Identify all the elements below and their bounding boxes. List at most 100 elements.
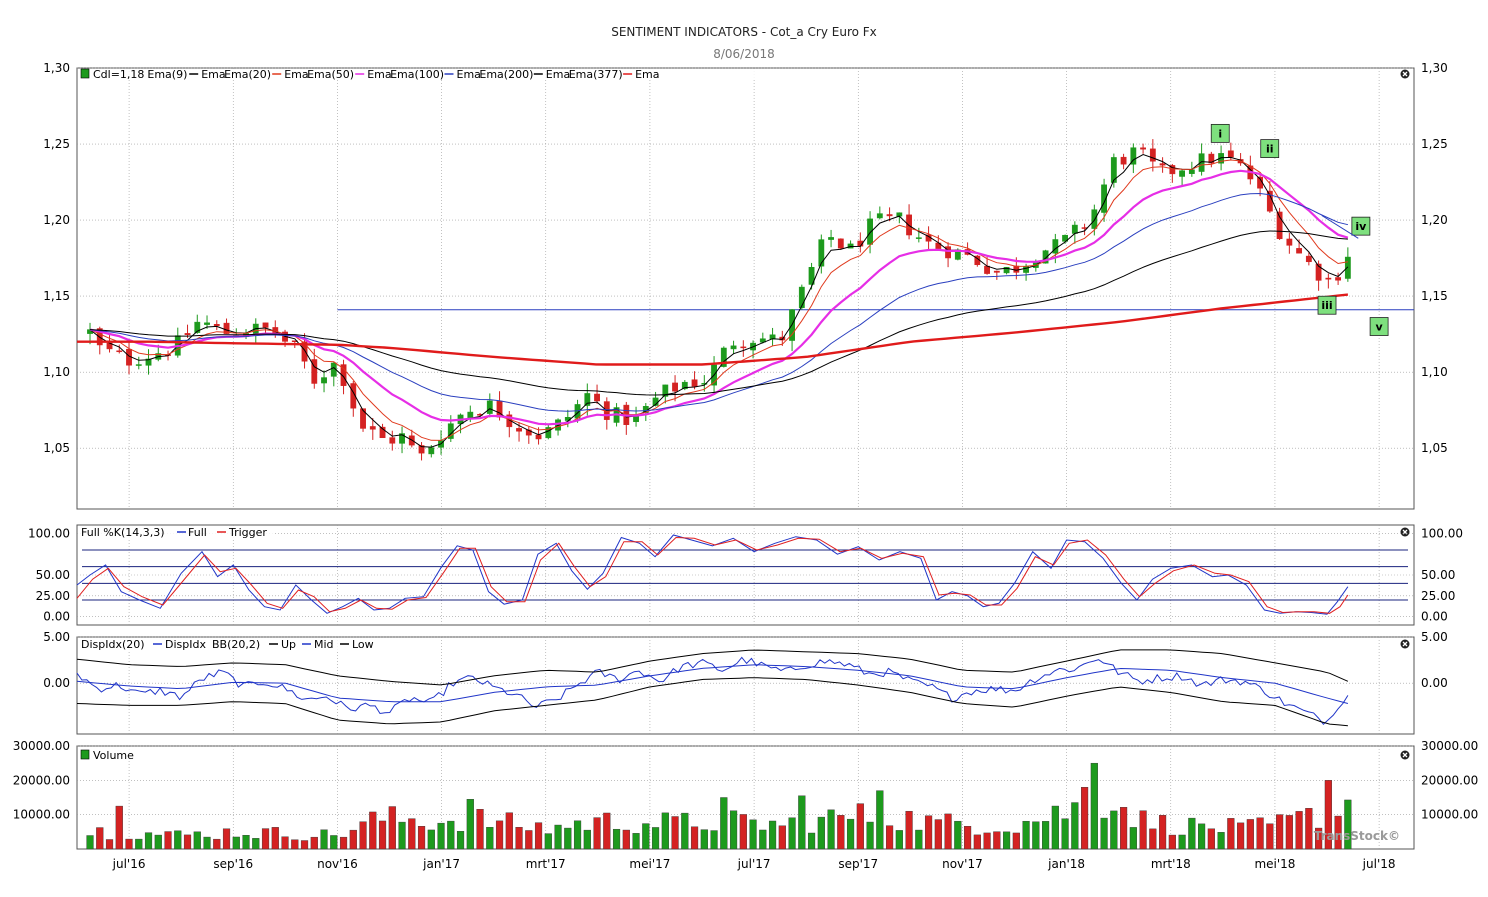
ema9-line xyxy=(89,153,1349,448)
legend-entry: Low xyxy=(352,638,374,651)
volume-bar xyxy=(154,834,162,850)
legend-volume-icon xyxy=(80,749,90,760)
wave-label-text: iv xyxy=(1355,220,1367,233)
volume-bar xyxy=(213,838,221,850)
candle-body xyxy=(516,428,522,432)
candle-body xyxy=(1071,224,1078,234)
price-panel-close-icon[interactable] xyxy=(1400,69,1410,79)
y-tick-label-right: 20000.00 xyxy=(1421,773,1478,787)
y-tick-label-left: 10000.00 xyxy=(13,808,70,822)
volume-bar xyxy=(622,829,630,850)
legend-backdrop xyxy=(78,527,273,538)
x-tick-label: sep'16 xyxy=(213,857,253,871)
candle-body xyxy=(798,286,805,309)
legend-backdrop xyxy=(78,69,778,80)
volume-bar xyxy=(1217,832,1225,850)
legend-entry: Ema(20) xyxy=(224,68,271,81)
legend-entry: Ema(9) xyxy=(147,68,187,81)
y-tick-label-left: 5.00 xyxy=(43,630,70,644)
volume-bar xyxy=(242,835,250,850)
y-tick-label-right: 25.00 xyxy=(1421,589,1455,603)
y-tick-label-right: 0.00 xyxy=(1421,676,1448,690)
y-tick-label-left: 1,20 xyxy=(43,213,70,227)
wave-label-box xyxy=(1369,317,1389,336)
volume-bar xyxy=(534,822,543,850)
legend-entry: DispIdx xyxy=(165,638,206,651)
volume-bar xyxy=(856,803,864,850)
candle-body xyxy=(691,379,698,387)
volume-bar xyxy=(671,816,679,850)
candle-body xyxy=(1335,277,1342,281)
stochastic-panel-close-icon[interactable] xyxy=(1400,527,1410,537)
volume-bar xyxy=(778,825,786,850)
volume-bar xyxy=(788,817,796,850)
wave-label-text: iii xyxy=(1321,299,1332,312)
candle-body xyxy=(321,377,327,384)
disparity-panel-close-icon[interactable] xyxy=(1400,639,1410,649)
legend-entry: Ema(100) xyxy=(390,68,444,81)
x-tick-label: jul'18 xyxy=(1362,857,1396,871)
volume-bar xyxy=(232,836,240,850)
wave-label-text: v xyxy=(1376,321,1384,334)
ema50-line xyxy=(89,169,1349,426)
disparity-mid-line xyxy=(76,664,1349,704)
volume-panel-close-icon[interactable] xyxy=(1400,750,1410,760)
volume-bar xyxy=(583,829,591,850)
volume-bar xyxy=(1149,828,1157,850)
volume-bar xyxy=(115,805,123,850)
disparity-legend: DispIdx(20) DispIdx BB(20,2) Up Mid Low xyxy=(81,638,374,651)
volume-bar xyxy=(300,840,309,850)
volume-bar xyxy=(495,820,504,850)
volume-bar xyxy=(817,816,825,850)
volume-bar xyxy=(1315,827,1323,850)
stochastic-panel-frame xyxy=(76,524,1415,626)
candle-body xyxy=(1159,163,1166,166)
volume-bar xyxy=(1168,834,1176,850)
candle-body xyxy=(1110,157,1117,183)
candle-body xyxy=(867,218,873,245)
y-tick-label-right: 0.00 xyxy=(1421,610,1448,624)
volume-bar xyxy=(193,831,201,850)
candle-body xyxy=(1305,255,1312,263)
volume-bar xyxy=(632,833,640,850)
volume-bar xyxy=(525,830,533,850)
wave-label-text: ii xyxy=(1266,143,1274,156)
volume-bar xyxy=(1032,821,1040,850)
legend-backdrop xyxy=(78,748,138,759)
volume-bar xyxy=(651,827,660,850)
volume-bar xyxy=(700,829,708,850)
volume-bar xyxy=(1324,780,1332,850)
legend-entry: Full xyxy=(188,526,207,539)
volume-bar xyxy=(681,812,689,850)
candle-body xyxy=(1120,156,1127,165)
volume-series xyxy=(86,762,1352,850)
volume-bar xyxy=(369,811,377,850)
y-tick-label-left: 1,05 xyxy=(43,441,70,455)
legend-entry: DispIdx(20) xyxy=(81,638,145,651)
candle-body xyxy=(1140,147,1147,150)
candle-body xyxy=(360,408,366,429)
wave-label-v: v xyxy=(1369,317,1389,336)
volume-bar xyxy=(993,831,1001,850)
candle-body xyxy=(311,359,318,384)
volume-bar xyxy=(612,828,621,850)
volume-bar xyxy=(1198,823,1206,850)
candle-body xyxy=(808,266,815,285)
y-tick-label-left: 100.00 xyxy=(28,526,70,540)
volume-bar xyxy=(895,830,903,850)
volume-bar xyxy=(963,826,972,850)
candle-body xyxy=(915,237,922,239)
volume-bar xyxy=(378,820,387,850)
volume-bar xyxy=(1061,818,1069,850)
volume-bar xyxy=(1334,815,1342,850)
volume-legend: Volume xyxy=(80,749,134,762)
x-tick-label: mrt'18 xyxy=(1151,857,1191,871)
volume-bar xyxy=(661,812,669,850)
x-tick-label: sep'17 xyxy=(838,857,878,871)
wave-label-box xyxy=(1210,123,1230,143)
y-tick-label-right: 1,05 xyxy=(1421,441,1448,455)
volume-bar xyxy=(261,828,270,850)
volume-bar xyxy=(1188,817,1196,850)
x-tick-label: jul'17 xyxy=(737,857,771,871)
